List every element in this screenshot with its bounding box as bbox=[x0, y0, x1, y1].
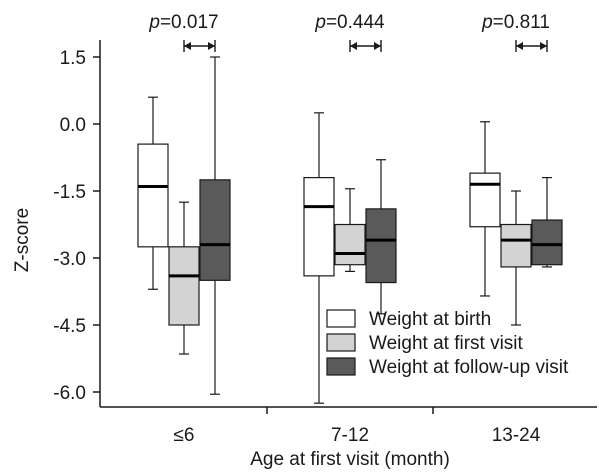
arrow-head-left bbox=[516, 42, 523, 50]
y-tick-label: 1.5 bbox=[60, 48, 86, 69]
legend: Weight at birth Weight at first visit Weig… bbox=[326, 309, 569, 378]
box-iqr bbox=[303, 177, 335, 277]
p-value-annotations: p=0.017 p=0.444 p=0.811 bbox=[148, 12, 550, 52]
legend-swatch bbox=[326, 333, 356, 352]
p-symbol: p bbox=[314, 12, 326, 33]
box-1-0 bbox=[168, 201, 200, 355]
arrow-head-left bbox=[350, 42, 357, 50]
box-iqr bbox=[199, 179, 231, 281]
box-2-2 bbox=[531, 177, 563, 268]
y-tick-label: 0.0 bbox=[60, 115, 86, 136]
arrow-head-right bbox=[374, 42, 381, 50]
y-axis-title: Z-score bbox=[12, 208, 33, 272]
box-1-2 bbox=[500, 190, 532, 326]
p-value-text: =0.811 bbox=[493, 12, 550, 33]
p-value-label: p=0.811 bbox=[481, 12, 550, 33]
legend-swatch bbox=[326, 357, 356, 376]
axes bbox=[99, 40, 597, 408]
arrow-head-right bbox=[540, 42, 547, 50]
x-tick-label: 13-24 bbox=[492, 425, 541, 446]
box-iqr bbox=[531, 219, 563, 266]
box-2-1 bbox=[365, 159, 397, 315]
y-tick-label: -3.0 bbox=[53, 249, 86, 270]
box-iqr bbox=[137, 143, 169, 248]
p-value-text: =0.444 bbox=[326, 12, 385, 33]
p-value-label: p=0.444 bbox=[314, 12, 385, 33]
legend-swatch bbox=[326, 309, 356, 328]
y-tick-label: -6.0 bbox=[53, 383, 86, 404]
box-1-1 bbox=[334, 188, 366, 272]
box-iqr bbox=[500, 223, 532, 268]
box-0-1 bbox=[303, 112, 335, 404]
box-iqr bbox=[168, 246, 200, 326]
legend-label: Weight at first visit bbox=[369, 333, 524, 354]
p-value-text: =0.017 bbox=[160, 12, 219, 33]
box-0-0 bbox=[137, 96, 169, 290]
p-value-annotation: p=0.811 bbox=[481, 12, 550, 52]
x-ticks: ≤6 7-12 13-24 bbox=[174, 407, 541, 446]
box-2-0 bbox=[199, 56, 231, 395]
legend-label: Weight at birth bbox=[369, 309, 491, 330]
p-symbol: p bbox=[481, 12, 493, 33]
box-iqr bbox=[469, 172, 501, 228]
x-tick-label: 7-12 bbox=[331, 425, 369, 446]
p-symbol: p bbox=[148, 12, 160, 33]
arrow-head-right bbox=[208, 42, 215, 50]
legend-label: Weight at follow-up visit bbox=[369, 357, 569, 378]
p-value-annotation: p=0.444 bbox=[314, 12, 385, 52]
box-iqr bbox=[365, 208, 397, 284]
box-0-2 bbox=[469, 121, 501, 297]
boxes-layer bbox=[137, 56, 563, 404]
y-tick-label: -4.5 bbox=[53, 316, 86, 337]
x-axis-title: Age at first visit (month) bbox=[250, 449, 450, 470]
p-value-annotation: p=0.017 bbox=[148, 12, 219, 52]
x-tick-label: ≤6 bbox=[174, 425, 195, 446]
y-tick-label: -1.5 bbox=[53, 182, 86, 203]
y-ticks: 1.5 0.0 -1.5 -3.0 -4.5 -6.0 bbox=[53, 48, 100, 404]
box-iqr bbox=[334, 223, 366, 266]
p-value-label: p=0.017 bbox=[148, 12, 218, 33]
arrow-head-left bbox=[184, 42, 191, 50]
